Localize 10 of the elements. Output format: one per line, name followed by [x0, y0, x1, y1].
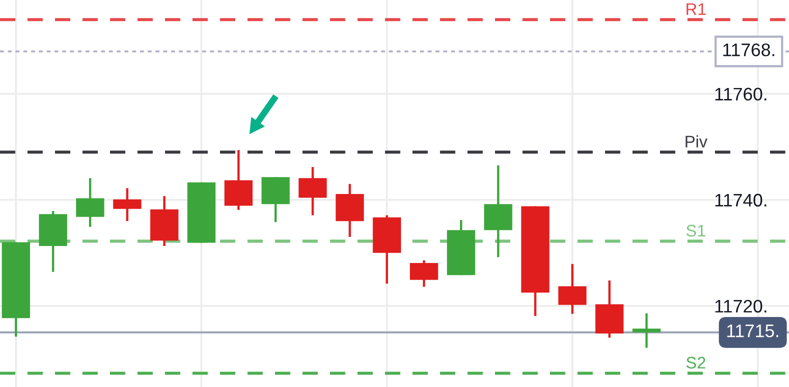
ref-line-label: S1 [686, 224, 706, 237]
ref-line-label: 11715. [727, 324, 778, 338]
ref-line-label: Piv [686, 135, 708, 148]
candlestick [632, 312, 661, 349]
y-tick-label: 11760. [715, 88, 766, 101]
ref-line-label: R1 [686, 3, 706, 15]
y-tick-label: 11720. [715, 300, 766, 313]
y-tick-label: 11740. [715, 194, 766, 207]
ref-line-label: 11768. [723, 43, 774, 56]
ref-line-label: S2 [686, 356, 706, 369]
